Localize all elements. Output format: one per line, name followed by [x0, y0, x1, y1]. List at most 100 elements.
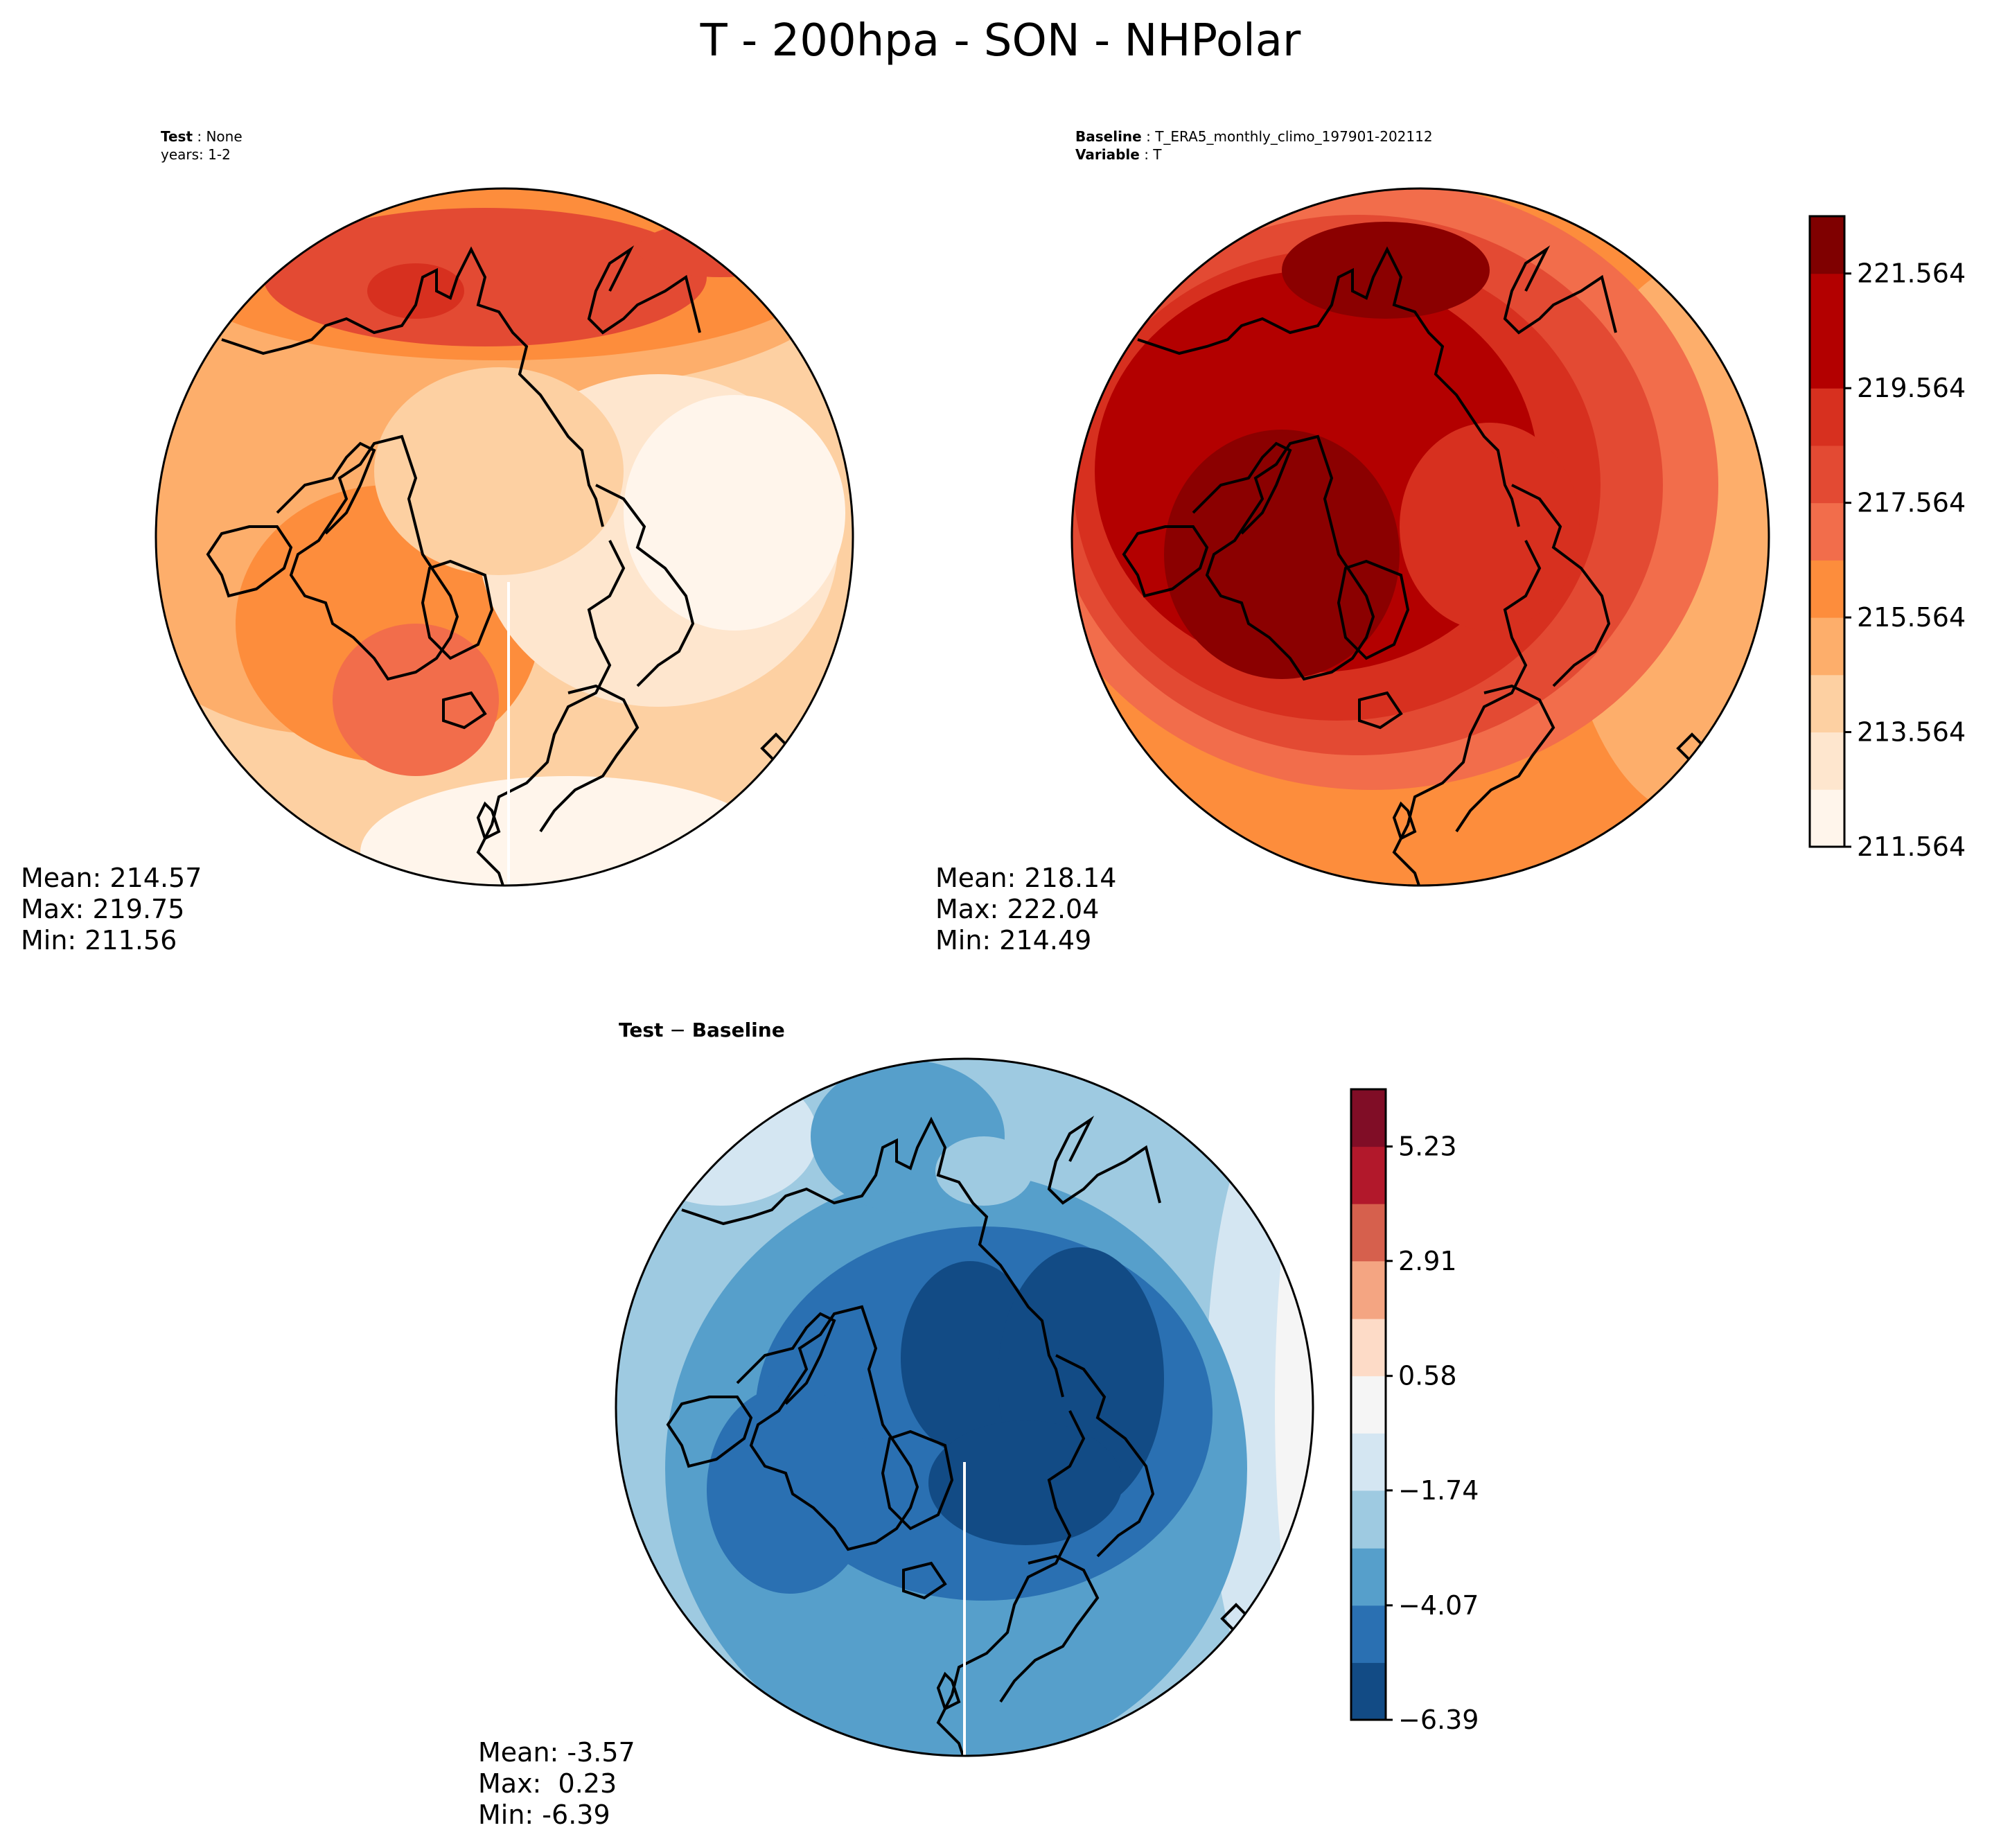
- difference-colorbar-swatch: [1351, 1204, 1386, 1262]
- absolute-colorbar-tick-label: 219.564: [1857, 373, 1966, 403]
- test-map-boundary: [155, 187, 854, 887]
- difference-min: Min: -6.39: [478, 1799, 610, 1830]
- absolute-colorbar-swatch: [1810, 674, 1844, 733]
- map-band: [1400, 423, 1580, 631]
- difference-colorbar-tick-label: −6.39: [1398, 1705, 1479, 1735]
- map-band: [333, 624, 499, 776]
- coastline: [595, 484, 695, 687]
- coastline: [1455, 684, 1555, 833]
- absolute-colorbar-tick-label: 211.564: [1857, 831, 1966, 862]
- difference-colorbar-swatch: [1351, 1548, 1386, 1606]
- test-mean: Mean: 214.57: [21, 863, 202, 893]
- map-band: [624, 1067, 818, 1206]
- coastline: [276, 441, 376, 535]
- baseline-variable-label: Variable : T: [1075, 146, 1162, 163]
- difference-colorbar-tick-label: −4.07: [1398, 1590, 1479, 1621]
- coastline: [1122, 525, 1209, 598]
- absolute-colorbar-swatch: [1810, 560, 1844, 618]
- coastline: [1337, 559, 1410, 660]
- map-band: [624, 395, 845, 631]
- absolute-colorbar-swatch: [1810, 216, 1844, 274]
- absolute-colorbar-swatch: [1810, 617, 1844, 676]
- coastline: [587, 245, 701, 335]
- coastline: [1503, 245, 1617, 335]
- coastline: [1392, 801, 1417, 841]
- difference-colorbar-swatch: [1351, 1375, 1386, 1434]
- difference-max: Max: 0.23: [478, 1768, 617, 1799]
- difference-panel: Test − Baseline: [478, 1019, 1479, 1830]
- difference-colorbar-swatch: [1351, 1490, 1386, 1549]
- absolute-colorbar-swatch: [1810, 789, 1844, 847]
- difference-colorbar-swatch: [1351, 1146, 1386, 1204]
- difference-colorbar-swatch: [1351, 1433, 1386, 1491]
- coastline: [681, 1116, 1064, 1398]
- baseline-max: Max: 222.04: [935, 894, 1099, 924]
- coastline: [749, 1305, 919, 1551]
- difference-colorbar-swatch: [1351, 1319, 1386, 1377]
- coastline: [1047, 1116, 1161, 1205]
- coastline: [1192, 441, 1292, 535]
- difference-colorbar-frame: [1350, 1088, 1387, 1721]
- coastline: [442, 691, 487, 730]
- test-max: Max: 219.75: [21, 894, 184, 924]
- absolute-colorbar: 211.564 213.564 215.564 217.564 219.564 221.5…: [1808, 215, 1966, 862]
- absolute-colorbar-tick-label: 215.564: [1857, 602, 1966, 633]
- coastline: [1511, 484, 1611, 687]
- absolute-colorbar-swatch: [1810, 445, 1844, 504]
- absolute-colorbar-frame: [1808, 215, 1846, 848]
- absolute-colorbar-swatch: [1810, 388, 1844, 446]
- coastline: [1205, 434, 1375, 681]
- coastline: [936, 1671, 961, 1711]
- baseline-mean: Mean: 218.14: [935, 863, 1116, 893]
- coastline: [881, 1429, 954, 1531]
- test-label: Test : None: [161, 128, 243, 145]
- map-band: [928, 1420, 1122, 1545]
- absolute-colorbar-tick-label: 221.564: [1857, 258, 1966, 289]
- difference-colorbar-tick-label: −1.74: [1398, 1475, 1479, 1506]
- coastline: [666, 1396, 753, 1468]
- map-band: [1282, 222, 1490, 319]
- coastline: [999, 1554, 1100, 1703]
- difference-mean: Mean: -3.57: [478, 1737, 635, 1768]
- figure-title: T - 200hpa - SON - NHPolar: [700, 15, 1301, 67]
- map-band: [360, 776, 776, 886]
- coastline: [902, 1561, 947, 1600]
- test-years-label: years: 1-2: [161, 146, 231, 163]
- absolute-colorbar-tick-label: 213.564: [1857, 717, 1966, 748]
- difference-colorbar-swatch: [1351, 1662, 1386, 1721]
- difference-colorbar: 5.23 2.91 0.58 −1.74 −4.07 −6.39: [1350, 1088, 1479, 1735]
- difference-colorbar-tick-label: 0.58: [1398, 1361, 1457, 1391]
- absolute-colorbar-swatch: [1810, 331, 1844, 389]
- coastline: [736, 1312, 836, 1405]
- absolute-colorbar-tick-label: 217.564: [1857, 488, 1966, 518]
- coastline: [221, 246, 604, 527]
- coastline: [1358, 691, 1403, 730]
- map-band: [935, 1136, 1032, 1206]
- test-min: Min: 211.56: [21, 925, 177, 956]
- difference-map: [616, 1059, 1313, 1756]
- difference-colorbar-tick-label: 5.23: [1398, 1132, 1457, 1162]
- difference-colorbar-swatch: [1351, 1260, 1386, 1319]
- coastline: [539, 684, 640, 833]
- absolute-colorbar-swatch: [1810, 273, 1844, 331]
- difference-map-boundary: [615, 1057, 1314, 1757]
- absolute-colorbar-swatch: [1810, 732, 1844, 790]
- difference-colorbar-swatch: [1351, 1089, 1386, 1147]
- absolute-colorbar-swatch: [1810, 502, 1844, 561]
- baseline-map: [1072, 188, 1769, 886]
- map-band: [1275, 1129, 1313, 1684]
- coastline: [421, 559, 494, 660]
- coastline: [206, 525, 293, 598]
- difference-colorbar-swatch: [1351, 1605, 1386, 1663]
- baseline-panel: Baseline : T_ERA5_monthly_climo_197901-2…: [935, 128, 1966, 956]
- map-band: [374, 367, 624, 575]
- map-band: [367, 263, 464, 319]
- coastline: [1137, 246, 1520, 527]
- difference-colorbar-tick-label: 2.91: [1398, 1246, 1457, 1276]
- test-panel: Test : None years: 1-2: [21, 128, 854, 956]
- test-map: [156, 188, 853, 886]
- map-band: [637, 222, 804, 277]
- baseline-label: Baseline : T_ERA5_monthly_climo_197901-2…: [1075, 128, 1433, 145]
- coastline: [1055, 1354, 1155, 1558]
